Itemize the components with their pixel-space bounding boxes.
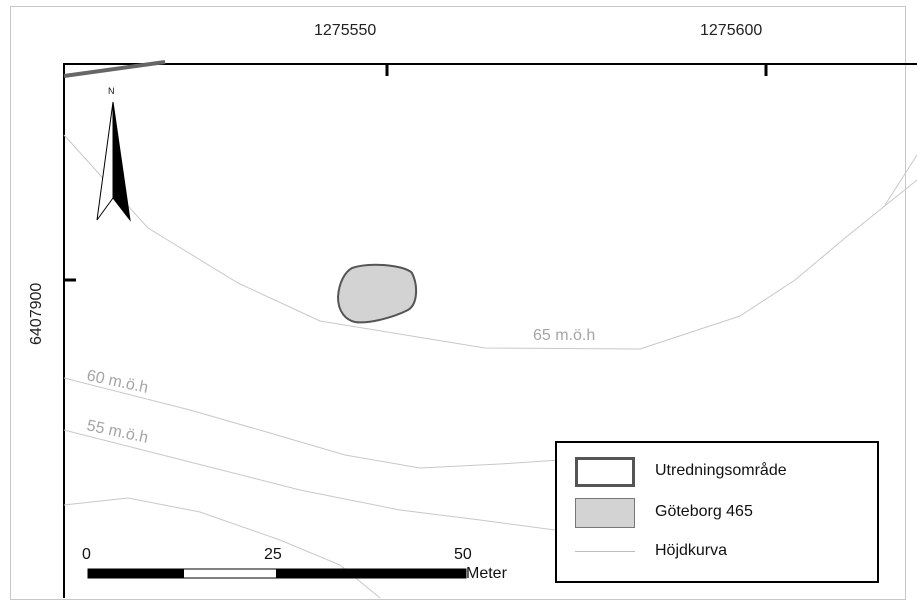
legend-label: Höjdkurva [655,542,728,559]
contour-label-65: 65 m.ö.h [533,327,595,344]
x-coordinate-label-1: 1275550 [314,22,377,39]
outer-frame [10,6,906,600]
scale-bar [87,568,467,579]
scale-tick-0: 0 [82,546,91,563]
scale-tick-50: 50 [454,546,472,563]
study-area-boundary [63,60,166,78]
contour-line-65 [63,134,917,350]
contour-line-lower [63,497,381,599]
contour-line-upper-right [884,154,917,206]
scale-unit: Meter [466,565,507,582]
x-coordinate-label-2: 1275600 [700,22,763,39]
legend-item-hojdkurva: Höjdkurva [575,537,875,569]
legend-item-goteborg-465: Göteborg 465 [575,498,875,530]
legend-item-utredningsomrade: Utredningsområde [575,457,875,489]
site-goteborg-465 [336,263,418,324]
north-label: N [108,86,115,96]
legend-label: Utredningsområde [655,462,787,479]
map-legend: Utredningsområde Göteborg 465 Höjdkurva [555,441,879,583]
map-neatline [63,63,917,598]
legend-label: Göteborg 465 [655,503,753,520]
contour-label-60: 60 m.ö.h [85,367,149,397]
contour-line-55 [63,429,556,531]
scale-tick-25: 25 [264,546,282,563]
contour-label-55: 55 m.ö.h [85,417,149,447]
contour-line-symbol [575,551,635,552]
study-area-symbol [575,457,635,487]
north-arrow-icon [96,101,131,222]
site-symbol [575,498,635,528]
contour-line-60 [63,377,561,469]
